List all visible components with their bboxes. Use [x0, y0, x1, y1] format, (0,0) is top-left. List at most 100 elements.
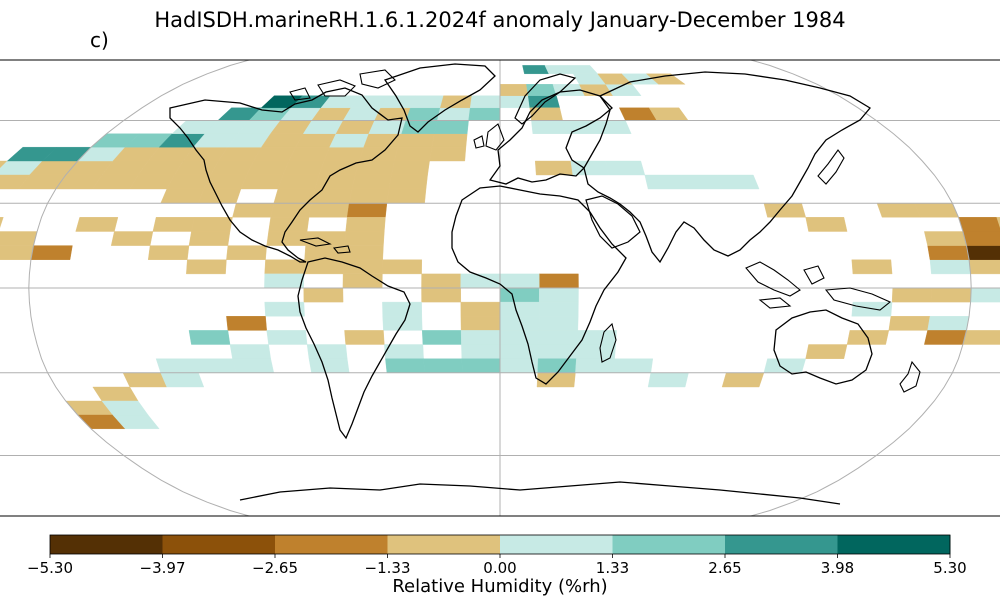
grid-cell	[188, 330, 231, 345]
grid-cell	[423, 358, 463, 373]
coast-europe	[488, 89, 613, 185]
grid-cell	[537, 344, 578, 359]
grid-cell	[612, 358, 654, 373]
grid-cell	[421, 287, 462, 303]
colorbar-label: Relative Humidity (%rh)	[392, 576, 608, 597]
grid-cell	[529, 107, 563, 121]
colorbar-tick-label: −5.30	[27, 559, 73, 577]
grid-cell	[575, 358, 615, 373]
grid-cell	[536, 372, 576, 388]
grid-cell	[264, 273, 305, 289]
colorbar-tick-label: −2.65	[252, 559, 298, 577]
grid-cell	[924, 231, 967, 246]
grid-cell	[405, 107, 441, 121]
grid-cell	[75, 217, 119, 232]
grid-cell	[226, 245, 267, 260]
grid-cell	[888, 316, 931, 331]
grid-cell	[968, 259, 1000, 275]
grid-cell	[538, 287, 579, 303]
grid-cell	[538, 330, 579, 345]
coast-southeast-asia	[745, 261, 892, 311]
grid-cell	[567, 65, 599, 74]
grid-cell	[401, 120, 438, 134]
grid-cell	[805, 344, 848, 359]
coast-asia	[583, 71, 871, 264]
graticule-meridian	[28, 60, 250, 516]
grid-cell	[147, 245, 190, 260]
colorbar-tick-label: 1.33	[596, 559, 629, 577]
coast-australia	[773, 309, 873, 385]
coast-japan	[817, 149, 845, 185]
grid-cell	[160, 188, 205, 204]
graticule-meridian	[750, 60, 972, 516]
grid-cell	[386, 188, 427, 204]
grid-cell	[434, 120, 469, 134]
grid-cell	[763, 358, 806, 373]
grid-cell	[394, 147, 433, 162]
grid-cell	[647, 372, 689, 388]
grid-cell	[461, 344, 501, 359]
grid-cell	[460, 316, 501, 331]
grid-cell	[232, 358, 275, 373]
colorbar-swatch	[162, 535, 276, 554]
grid-cell	[931, 287, 972, 303]
grid-cell	[385, 358, 425, 373]
grid-cell	[924, 330, 967, 345]
grid-cell	[0, 174, 30, 190]
coast-madagascar	[599, 322, 617, 363]
grid-cell	[499, 344, 539, 359]
grid-cell	[363, 133, 402, 148]
grid-cell	[229, 344, 271, 359]
grid-cell	[460, 330, 501, 345]
grid-cell	[318, 160, 360, 176]
grid-cell	[0, 217, 4, 232]
grid-cell	[421, 273, 462, 289]
grid-cell	[914, 203, 959, 218]
grid-cell	[437, 107, 471, 121]
grid-cell	[397, 133, 435, 148]
grid-cell	[538, 273, 579, 289]
grid-cell	[308, 203, 350, 218]
colorbar-tick-label: 5.30	[933, 559, 966, 577]
grid-cell	[461, 358, 501, 373]
colorbar-tick-label: 2.65	[708, 559, 741, 577]
colorbar-swatch	[50, 535, 163, 554]
grid-cell	[110, 231, 154, 246]
grid-cell	[268, 217, 310, 232]
grid-cell	[410, 95, 444, 108]
grid-cell	[191, 217, 233, 232]
grid-cell	[499, 330, 540, 345]
grid-cell	[499, 287, 540, 303]
coast-new-zealand	[899, 360, 921, 393]
grid-cell	[282, 160, 325, 176]
grid-cell	[308, 358, 350, 373]
graticule	[0, 60, 1000, 516]
colorbar-swatch	[612, 535, 726, 554]
grid-cell	[927, 245, 970, 260]
grid-cell	[342, 259, 383, 275]
grid-cell	[240, 174, 284, 190]
grid-cell	[534, 160, 573, 176]
coast-caribbean	[299, 237, 351, 254]
grid-cell	[384, 344, 424, 359]
grid-cell	[460, 301, 501, 317]
colorbar-swatch	[275, 535, 388, 554]
grid-cell	[593, 120, 632, 134]
grid-cell	[344, 231, 385, 246]
coast-scandinavia	[514, 73, 577, 125]
grid-cell	[538, 316, 579, 331]
grid-cell	[644, 174, 686, 190]
grid-cell	[348, 188, 390, 204]
grid-cell	[194, 358, 237, 373]
grid-cell	[499, 301, 540, 317]
grid-cell	[927, 316, 970, 331]
grid-cell	[0, 231, 38, 246]
grid-cell	[537, 358, 577, 373]
grid-cell	[311, 188, 353, 204]
grid-cell	[186, 259, 227, 275]
grid-cell	[970, 287, 1000, 303]
grid-cell	[962, 231, 1000, 246]
coast-africa	[451, 185, 627, 385]
chart-title: HadISDH.marineRH.1.6.1.2024f anomaly Jan…	[154, 8, 846, 32]
